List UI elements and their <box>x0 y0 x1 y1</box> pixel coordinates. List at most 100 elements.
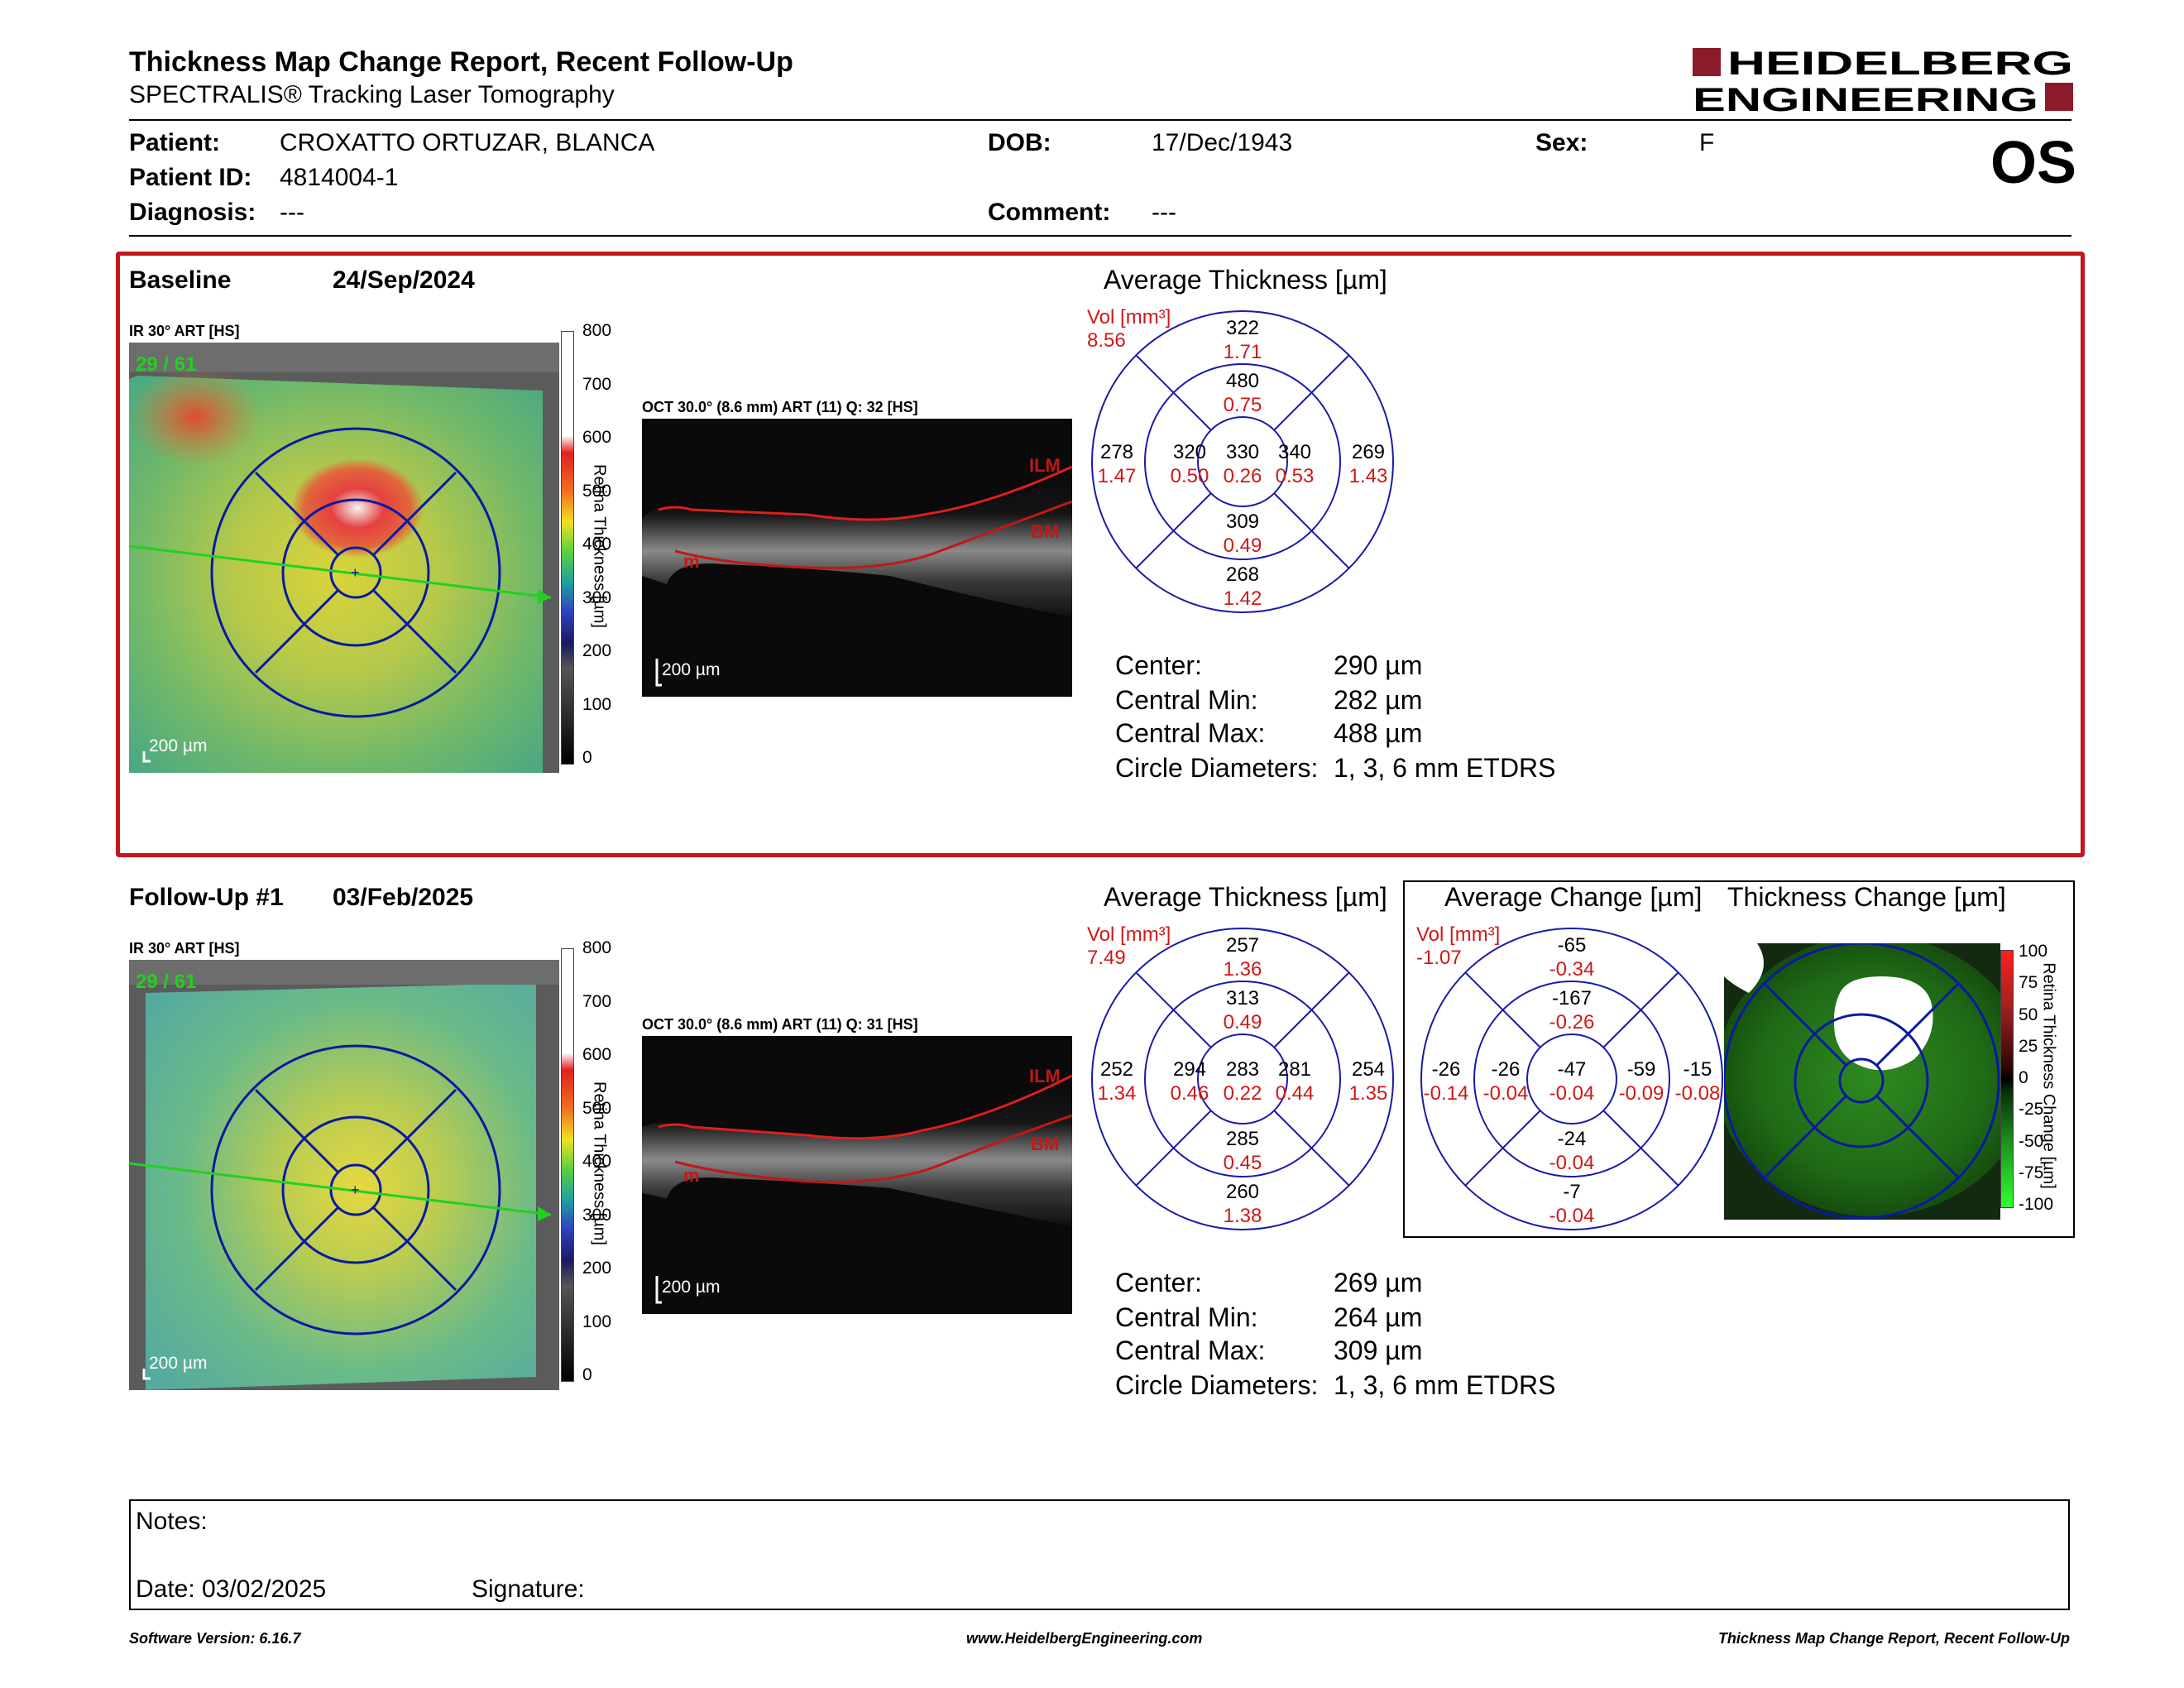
header-rule <box>129 119 2071 121</box>
ccb-tick: 75 <box>2019 973 2038 993</box>
baseline-max-value: 488 µm <box>1334 718 1423 748</box>
followup-scan-line <box>129 1162 552 1216</box>
f-outer-nasal-vol: 1.35 <box>1349 1082 1388 1105</box>
baseline-oct-scan: ILM BM m 200 µm <box>642 419 1072 697</box>
followup-fovea-marker: + <box>351 1182 360 1198</box>
baseline-scan-line <box>129 544 552 599</box>
f-inner-temp-vol: 0.46 <box>1171 1082 1209 1105</box>
followup-ir-label: IR 30° ART [HS] <box>129 940 240 957</box>
c-inner-sup-vol: -0.26 <box>1549 1011 1595 1033</box>
followup-colorbar <box>561 948 574 1382</box>
c-outer-inf-vol: -0.04 <box>1549 1205 1595 1227</box>
cb-tick: 100 <box>582 694 612 714</box>
ccb-tick: 50 <box>2019 1005 2038 1024</box>
baseline-min-value: 282 µm <box>1334 685 1423 715</box>
thickness-change-map <box>1724 943 2000 1220</box>
followup-center-label: Center: <box>1115 1268 1202 1297</box>
diagnosis-label: Diagnosis: <box>129 199 256 226</box>
f-outer-nasal-val: 254 <box>1352 1058 1385 1081</box>
ccb-tick: -100 <box>2019 1195 2054 1214</box>
followup-center-value: 269 µm <box>1334 1268 1423 1297</box>
b-inner-nasal-vol: 0.53 <box>1276 465 1315 487</box>
patient-name: CROXATTO ORTUZAR, BLANCA <box>280 129 655 156</box>
baseline-vol-label: Vol [mm³] <box>1087 306 1171 328</box>
followup-etdrs-chart: 257 1.36 313 0.49 283 0.22 294 0.46 281 … <box>1091 928 1394 1230</box>
c-outer-nasal-vol: -0.08 <box>1675 1082 1721 1105</box>
footer-software-version: Software Version: 6.16.7 <box>129 1630 301 1647</box>
cb-tick: 800 <box>582 321 612 340</box>
cb-tick: 700 <box>582 991 612 1011</box>
cb-tick: 300 <box>582 1205 612 1225</box>
b-outer-nasal-vol: 1.43 <box>1349 465 1388 487</box>
followup-min-label: Central Min: <box>1115 1302 1258 1332</box>
f-inner-nasal-vol: 0.44 <box>1276 1082 1315 1105</box>
b-outer-sup-val: 322 <box>1226 317 1259 339</box>
c-center-vol: -0.04 <box>1549 1082 1595 1105</box>
baseline-date: 24/Sep/2024 <box>333 266 475 294</box>
cb-tick: 500 <box>582 1098 612 1118</box>
b-outer-inf-val: 268 <box>1226 563 1259 586</box>
followup-thickness-map: + 29 / 61 200 µm <box>129 960 559 1390</box>
b-inner-sup-vol: 0.75 <box>1224 394 1262 416</box>
followup-oct-bm: BM <box>1031 1134 1059 1154</box>
f-outer-temp-vol: 1.34 <box>1098 1082 1137 1105</box>
c-inner-nasal-val: -59 <box>1627 1058 1656 1081</box>
baseline-min-label: Central Min: <box>1115 685 1258 715</box>
baseline-diam-label: Circle Diameters: <box>1115 753 1319 783</box>
baseline-center-label: Center: <box>1115 650 1202 680</box>
b-inner-temp-vol: 0.50 <box>1171 465 1209 487</box>
baseline-fixation-text: 29 / 61 <box>136 353 196 376</box>
b-center-val: 330 <box>1226 441 1259 463</box>
patient-rule <box>129 235 2071 237</box>
patient-id: 4814004-1 <box>280 164 399 191</box>
f-outer-sup-vol: 1.36 <box>1224 958 1262 981</box>
b-outer-temp-val: 278 <box>1100 441 1133 463</box>
brand-line2: ENGINEERING <box>1693 82 2038 114</box>
change-avg-title: Average Change [µm] <box>1444 882 1703 912</box>
f-inner-temp-val: 294 <box>1173 1058 1206 1081</box>
followup-max-label: Central Max: <box>1115 1336 1266 1365</box>
c-outer-temp-vol: -0.14 <box>1424 1082 1469 1105</box>
ccb-tick: 0 <box>2019 1068 2028 1087</box>
cb-tick: 0 <box>582 748 592 767</box>
cb-tick: 100 <box>582 1312 612 1331</box>
b-inner-nasal-val: 340 <box>1278 441 1311 463</box>
c-inner-nasal-vol: -0.09 <box>1619 1082 1664 1105</box>
baseline-colorbar <box>561 331 574 765</box>
baseline-colorbar-ticks: 800 700 600 500 400 300 200 100 0 <box>582 321 611 768</box>
cb-tick: 800 <box>582 938 612 957</box>
change-colorbar <box>2000 950 2014 1208</box>
baseline-colorbar-title: Retina Thickness [µm] <box>590 464 609 628</box>
baseline-etdrs-chart: 322 1.71 480 0.75 330 0.26 320 0.50 340 … <box>1091 310 1394 613</box>
footer-website[interactable]: www.HeidelbergEngineering.com <box>966 1630 1203 1647</box>
brand-line1: HEIDELBERG <box>1727 46 2073 82</box>
c-outer-inf-val: -7 <box>1563 1181 1580 1203</box>
cb-tick: 500 <box>582 481 612 501</box>
c-inner-sup-val: -167 <box>1552 987 1592 1009</box>
report-title: Thickness Map Change Report, Recent Foll… <box>129 46 793 78</box>
followup-map-etdrs-grid <box>210 1044 501 1336</box>
followup-vol-label: Vol [mm³] <box>1087 923 1171 946</box>
cb-tick: 600 <box>582 1045 612 1064</box>
followup-oct-m: m <box>683 1165 700 1186</box>
cb-tick: 400 <box>582 1152 612 1171</box>
baseline-frame <box>116 252 2085 857</box>
heidelberg-logo: HEIDELBERG ENGINEERING <box>1693 46 2073 114</box>
baseline-oct-label: OCT 30.0° (8.6 mm) ART (11) Q: 32 [HS] <box>642 399 918 415</box>
b-inner-inf-val: 309 <box>1226 511 1259 533</box>
c-inner-inf-vol: -0.04 <box>1549 1152 1595 1174</box>
notes-box[interactable] <box>129 1499 2070 1610</box>
ccb-tick: 100 <box>2019 942 2048 961</box>
baseline-avg-title: Average Thickness [µm] <box>1104 265 1387 295</box>
diagnosis-value: --- <box>280 199 304 226</box>
followup-colorbar-ticks: 800 700 600 500 400 300 200 100 0 <box>582 938 611 1385</box>
ccb-tick: -25 <box>2019 1100 2044 1120</box>
followup-avg-title: Average Thickness [µm] <box>1104 882 1387 912</box>
dob-label: DOB: <box>988 129 1051 156</box>
cb-tick: 200 <box>582 1259 612 1278</box>
followup-oct-scale: 200 µm <box>662 1278 720 1297</box>
b-outer-inf-vol: 1.42 <box>1224 587 1262 610</box>
baseline-oct-ilm: ILM <box>1029 455 1061 476</box>
c-inner-temp-val: -26 <box>1492 1058 1521 1081</box>
followup-map-scale: 200 µm <box>149 1354 207 1373</box>
